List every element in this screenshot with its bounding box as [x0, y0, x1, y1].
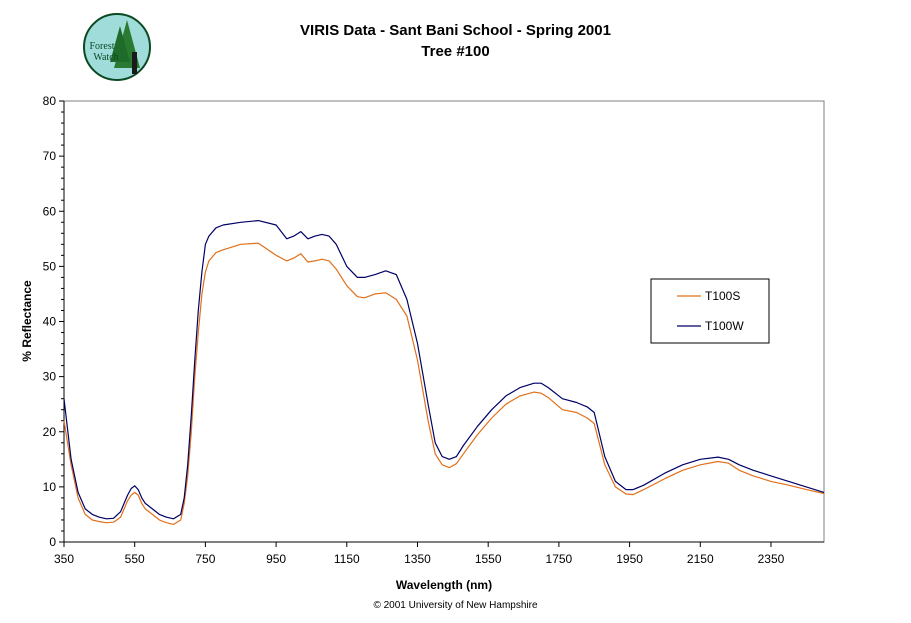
y-axis-label: % Reflectance [20, 280, 34, 362]
copyright-footer: © 2001 University of New Hampshire [373, 600, 538, 611]
x-tick-label: 1950 [616, 552, 643, 566]
x-tick-label: 1350 [404, 552, 431, 566]
x-axis-label: Wavelength (nm) [396, 578, 492, 592]
y-tick-label: 80 [43, 94, 57, 108]
y-tick-label: 0 [49, 535, 56, 549]
legend: T100S T100W [650, 278, 770, 344]
chart-subtitle: Tree #100 [421, 43, 490, 60]
reflectance-chart: 0 10 20 30 40 50 60 70 80 350 550 750 950 1150 1350 15… [20, 94, 825, 592]
y-tick-label: 50 [43, 259, 57, 273]
y-axis: 0 10 20 30 40 50 60 70 80 [43, 94, 65, 549]
forest-watch-logo: Forest Watch [82, 12, 152, 82]
series-layer [63, 220, 825, 526]
logo-tree-trunk [132, 52, 137, 74]
x-tick-label: 1550 [475, 552, 502, 566]
logo-tree-back [110, 26, 130, 62]
y-tick-label: 30 [43, 370, 57, 384]
x-tick-label: 750 [195, 552, 215, 566]
legend-label-t100s: T100S [705, 289, 740, 303]
x-tick-label: 350 [54, 552, 74, 566]
y-tick-label: 20 [43, 425, 57, 439]
legend-label-t100w: T100W [705, 319, 744, 333]
x-tick-label: 2350 [758, 552, 785, 566]
logo-text-line2: Watch [93, 52, 118, 63]
logo-text-line1: Forest [90, 41, 115, 52]
x-tick-label: 1750 [546, 552, 573, 566]
x-axis: 350 550 750 950 1150 1350 1550 1750 1950 2150 2350 [54, 541, 824, 566]
series-line-t100w [63, 220, 825, 520]
x-tick-label: 1150 [334, 552, 360, 566]
forest-watch-logo-graphic: Forest Watch [83, 13, 151, 81]
x-tick-label: 2150 [687, 552, 714, 566]
y-tick-label: 70 [43, 149, 57, 163]
x-tick-label: 550 [125, 552, 145, 566]
y-tick-label: 10 [43, 480, 57, 494]
legend-box [650, 278, 770, 344]
y-tick-label: 60 [43, 204, 57, 218]
series-line-t100s [63, 242, 825, 526]
x-tick-label: 950 [266, 552, 286, 566]
chart-title: VIRIS Data - Sant Bani School - Spring 2… [300, 22, 611, 39]
y-tick-label: 40 [43, 315, 57, 329]
